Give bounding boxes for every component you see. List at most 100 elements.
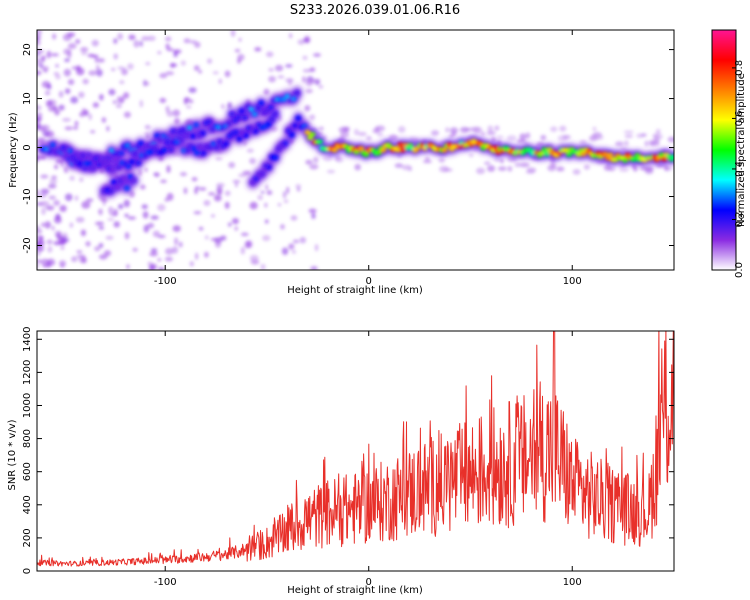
noise-blob (254, 47, 262, 52)
noise-blob (124, 213, 129, 218)
ridge-main-band (301, 126, 674, 167)
spectral-peak (375, 150, 382, 156)
noise-blob (169, 62, 176, 69)
noise-blob (335, 156, 344, 163)
noise-blob (37, 155, 40, 163)
spectral-peak (50, 142, 56, 148)
noise-blob (290, 215, 298, 221)
noise-blob (579, 140, 587, 144)
spectral-peak (70, 155, 76, 160)
spectral-peak (236, 136, 242, 142)
spectral-peak (272, 155, 279, 160)
noise-blob (140, 184, 146, 190)
noise-blob (204, 251, 209, 258)
noise-blob (141, 36, 150, 42)
noise-blob (144, 135, 151, 139)
noise-blob (38, 137, 47, 144)
colorbar-tick-label: 0.4 (734, 161, 745, 177)
noise-blob (449, 127, 459, 134)
spectral-peak (304, 129, 311, 135)
noise-blob (623, 130, 634, 134)
noise-blob (583, 164, 591, 170)
noise-blob (88, 113, 92, 121)
noise-blob (94, 246, 101, 252)
noise-blob (353, 128, 359, 136)
ridge-lower-branch (98, 169, 140, 199)
noise-blob (282, 191, 287, 199)
noise-blob (51, 53, 59, 57)
noise-blob (494, 125, 500, 131)
noise-blob (47, 106, 57, 112)
noise-blob (95, 221, 105, 226)
spectral-peak (157, 137, 163, 143)
spectral-peak (621, 157, 629, 163)
noise-blob (516, 139, 527, 144)
spectral-peak (129, 159, 135, 165)
noise-blob (45, 99, 53, 108)
noise-blob (174, 117, 180, 125)
noise-blob (44, 221, 51, 229)
noise-blob (164, 197, 169, 202)
noise-blob (174, 237, 179, 246)
spectral-peak (242, 115, 248, 121)
noise-blob (644, 140, 649, 147)
noise-blob (305, 88, 313, 94)
spectral-peak (86, 161, 93, 167)
noise-blob (37, 225, 41, 231)
noise-blob (37, 70, 42, 76)
noise-blob (119, 80, 125, 85)
spectral-peak (285, 128, 292, 134)
noise-blob (37, 33, 42, 41)
noise-blob (157, 51, 162, 55)
noise-blob (95, 64, 100, 73)
noise-blob (45, 205, 55, 211)
noise-blob (37, 239, 45, 246)
noise-blob (40, 188, 50, 195)
noise-blob (236, 58, 242, 64)
noise-blob (172, 225, 181, 232)
noise-blob (108, 206, 114, 215)
spectral-peak (607, 152, 614, 158)
noise-blob (614, 141, 624, 147)
noise-blob (74, 195, 79, 201)
spectral-peak (108, 148, 115, 153)
noise-blob (619, 168, 629, 172)
spectral-peak (397, 142, 404, 148)
noise-blob (365, 136, 372, 141)
spectral-peak (612, 157, 619, 163)
noise-blob (46, 83, 52, 90)
spectral-peak (363, 151, 370, 158)
noise-blob (147, 222, 155, 229)
noise-blob (322, 155, 333, 162)
noise-blob (126, 264, 130, 270)
noise-blob (238, 173, 246, 178)
spectrogram-plot-area (37, 30, 674, 270)
noise-blob (249, 157, 256, 165)
noise-blob (166, 165, 171, 174)
spectral-peak (200, 130, 206, 136)
noise-blob (119, 95, 125, 103)
noise-blob (648, 139, 655, 147)
noise-blob (263, 88, 270, 96)
noise-blob (154, 172, 160, 178)
noise-blob (115, 104, 123, 109)
noise-blob (562, 134, 571, 140)
y-tick-label: 1000 (22, 393, 33, 418)
noise-blob (183, 38, 191, 44)
noise-blob (46, 239, 53, 245)
noise-blob (75, 67, 85, 76)
noise-blob (309, 163, 319, 170)
noise-blob (305, 159, 313, 165)
noise-blob (121, 68, 128, 76)
spectral-peak (233, 129, 239, 135)
noise-blob (308, 208, 317, 214)
noise-blob (486, 165, 496, 172)
noise-blob (58, 104, 65, 111)
noise-blob (48, 195, 56, 200)
spectral-peak (239, 108, 245, 114)
spectral-peak (210, 141, 216, 147)
noise-blob (550, 162, 557, 169)
noise-blob (277, 203, 282, 207)
noise-blob (246, 148, 254, 153)
noise-blob (37, 263, 40, 269)
